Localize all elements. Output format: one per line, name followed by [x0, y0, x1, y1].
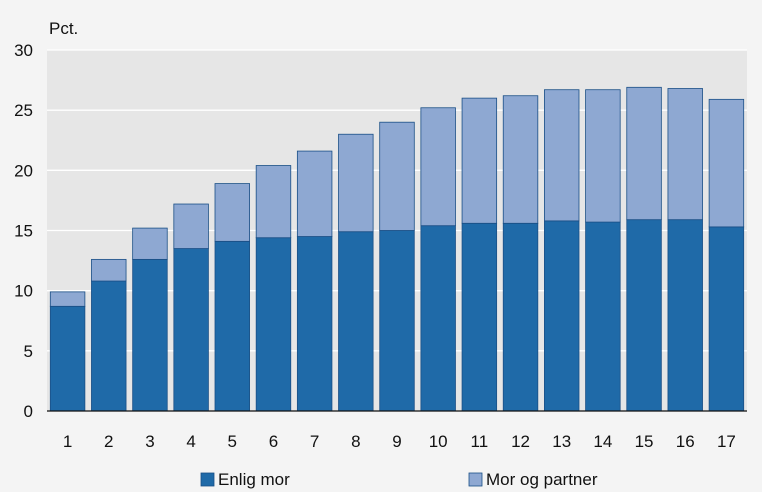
- bar-mor-og-partner: [420, 107, 456, 227]
- bar-enlig-mor: [49, 305, 86, 412]
- x-tick-label: 2: [104, 432, 113, 451]
- bar-enlig-mor: [338, 231, 374, 412]
- bar-mor-og-partner: [338, 133, 374, 233]
- bar-mor-og-partner: [626, 86, 662, 221]
- legend-label: Enlig mor: [218, 470, 290, 489]
- y-tick-labels: 0 5 10 15 20 25 30: [14, 41, 33, 421]
- bar-enlig-mor: [420, 225, 456, 412]
- bar-enlig-mor: [91, 280, 127, 412]
- bars: [49, 86, 745, 412]
- x-tick-label: 1: [63, 432, 72, 451]
- bar-mor-og-partner: [296, 150, 333, 237]
- x-tick-label: 5: [228, 432, 237, 451]
- bar-mor-og-partner: [585, 89, 621, 223]
- x-tick-label: 13: [552, 432, 571, 451]
- y-tick-label: 0: [24, 402, 33, 421]
- bar-enlig-mor: [544, 220, 580, 412]
- x-tick-label: 15: [635, 432, 654, 451]
- y-tick-label: 15: [14, 222, 33, 241]
- bar-mor-og-partner: [502, 95, 539, 224]
- bar-mor-og-partner: [132, 227, 168, 260]
- bar-mor-og-partner: [91, 258, 127, 282]
- bar-enlig-mor: [461, 222, 498, 412]
- x-tick-label: 4: [186, 432, 195, 451]
- bar-mor-og-partner: [708, 98, 745, 228]
- legend-swatch: [468, 472, 483, 487]
- bar-enlig-mor: [667, 219, 703, 412]
- bar-mor-og-partner: [214, 183, 250, 242]
- x-tick-label: 11: [471, 432, 489, 451]
- bar-mor-og-partner: [461, 97, 498, 224]
- bar-enlig-mor: [132, 258, 168, 412]
- bar-mor-og-partner: [255, 165, 292, 239]
- legend-swatch: [200, 472, 215, 487]
- bar-enlig-mor: [255, 237, 292, 412]
- y-tick-label: 5: [24, 342, 33, 361]
- x-tick-label: 16: [676, 432, 695, 451]
- bar-enlig-mor: [296, 236, 333, 412]
- y-tick-label: 25: [14, 101, 33, 120]
- bar-mor-og-partner: [544, 89, 580, 222]
- bar-mor-og-partner: [379, 121, 415, 231]
- x-tick-label: 3: [145, 432, 154, 451]
- x-tick-label: 9: [392, 432, 401, 451]
- y-axis-label: Pct.: [49, 19, 78, 38]
- bar-enlig-mor: [502, 222, 539, 412]
- x-tick-label: 6: [269, 432, 278, 451]
- legend: Enlig mor Mor og partner: [200, 470, 598, 489]
- x-tick-labels: 1 2 3 4 5 6 7 8 9 10 11 12 13 14 15 16 17: [63, 432, 736, 451]
- x-tick-label: 7: [310, 432, 319, 451]
- bar-mor-og-partner: [173, 203, 209, 249]
- bar-enlig-mor: [708, 226, 745, 412]
- bar-enlig-mor: [626, 219, 662, 412]
- legend-label: Mor og partner: [486, 470, 598, 489]
- x-tick-label: 14: [593, 432, 612, 451]
- bar-enlig-mor: [173, 248, 209, 412]
- y-tick-label: 20: [14, 161, 33, 180]
- bar-enlig-mor: [379, 230, 415, 412]
- bar-enlig-mor: [585, 221, 621, 412]
- bar-enlig-mor: [214, 240, 250, 412]
- x-tick-label: 12: [511, 432, 530, 451]
- bar-mor-og-partner: [49, 291, 86, 307]
- x-tick-label: 17: [717, 432, 736, 451]
- x-tick-label: 10: [429, 432, 448, 451]
- y-tick-label: 30: [14, 41, 33, 60]
- bar-mor-og-partner: [667, 88, 703, 221]
- x-tick-label: 8: [351, 432, 360, 451]
- y-tick-label: 10: [14, 282, 33, 301]
